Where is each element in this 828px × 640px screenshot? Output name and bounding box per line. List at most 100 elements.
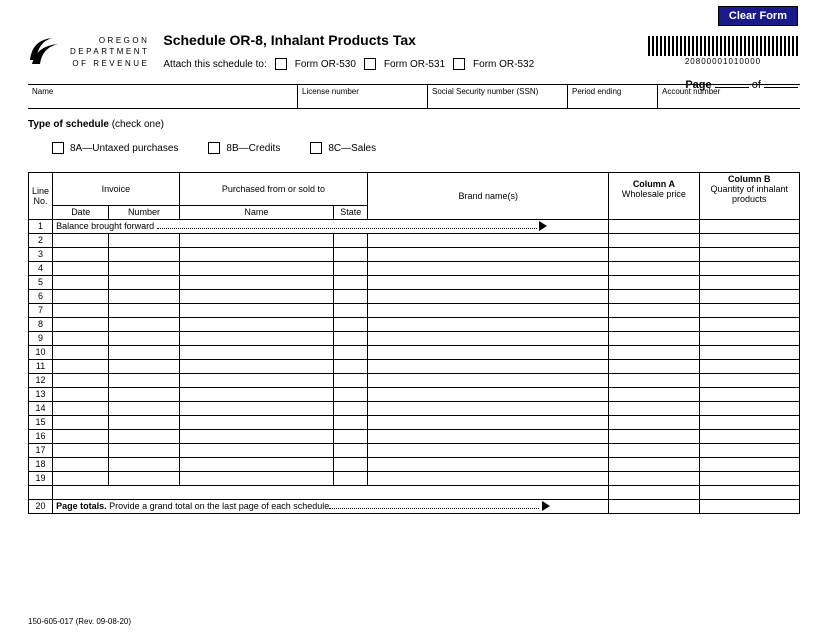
cell-colB[interactable] bbox=[699, 303, 799, 317]
cell-number[interactable] bbox=[109, 429, 179, 443]
field-license[interactable]: License number bbox=[298, 85, 428, 108]
cell-brand[interactable] bbox=[368, 429, 609, 443]
cell-number[interactable] bbox=[109, 247, 179, 261]
cell-state[interactable] bbox=[334, 345, 368, 359]
cell-date[interactable] bbox=[53, 247, 109, 261]
cell-state[interactable] bbox=[334, 359, 368, 373]
cell-brand[interactable] bbox=[368, 401, 609, 415]
cell-name[interactable] bbox=[179, 415, 334, 429]
cell-date[interactable] bbox=[53, 359, 109, 373]
cell-colA[interactable] bbox=[609, 317, 699, 331]
cell-colA[interactable] bbox=[609, 219, 699, 233]
cell-brand[interactable] bbox=[368, 471, 609, 485]
cell-number[interactable] bbox=[109, 345, 179, 359]
cell-date[interactable] bbox=[53, 373, 109, 387]
cell-brand[interactable] bbox=[368, 415, 609, 429]
cell-colB[interactable] bbox=[699, 457, 799, 471]
page-current-blank[interactable] bbox=[715, 78, 749, 88]
cell-date[interactable] bbox=[53, 387, 109, 401]
cell-name[interactable] bbox=[179, 443, 334, 457]
cell-colB[interactable] bbox=[699, 261, 799, 275]
cell-name[interactable] bbox=[179, 303, 334, 317]
cell-colA[interactable] bbox=[609, 401, 699, 415]
cell-brand[interactable] bbox=[368, 373, 609, 387]
cell-colA[interactable] bbox=[609, 331, 699, 345]
cell-name[interactable] bbox=[179, 261, 334, 275]
cell-state[interactable] bbox=[334, 247, 368, 261]
cell-number[interactable] bbox=[109, 261, 179, 275]
cell-date[interactable] bbox=[53, 457, 109, 471]
cell-colA[interactable] bbox=[609, 275, 699, 289]
cell-date[interactable] bbox=[53, 443, 109, 457]
cell-name[interactable] bbox=[179, 345, 334, 359]
checkbox-or532[interactable] bbox=[453, 58, 465, 70]
cell-date[interactable] bbox=[53, 289, 109, 303]
cell-number[interactable] bbox=[109, 373, 179, 387]
cell-state[interactable] bbox=[334, 261, 368, 275]
cell-colB[interactable] bbox=[699, 247, 799, 261]
cell-colB[interactable] bbox=[699, 471, 799, 485]
cell-state[interactable] bbox=[334, 233, 368, 247]
cell-colA[interactable] bbox=[609, 443, 699, 457]
cell-name[interactable] bbox=[179, 471, 334, 485]
cell-brand[interactable] bbox=[368, 331, 609, 345]
cell-name[interactable] bbox=[179, 429, 334, 443]
cell-colA[interactable] bbox=[609, 415, 699, 429]
cell-number[interactable] bbox=[109, 317, 179, 331]
cell-number[interactable] bbox=[109, 233, 179, 247]
field-name[interactable]: Name bbox=[28, 85, 298, 108]
cell-name[interactable] bbox=[179, 317, 334, 331]
cell-colB[interactable] bbox=[699, 289, 799, 303]
cell-colB[interactable] bbox=[699, 401, 799, 415]
cell-colA[interactable] bbox=[609, 471, 699, 485]
checkbox-8c[interactable] bbox=[310, 142, 322, 154]
cell-state[interactable] bbox=[334, 289, 368, 303]
checkbox-8a[interactable] bbox=[52, 142, 64, 154]
cell-colB[interactable] bbox=[699, 317, 799, 331]
cell-name[interactable] bbox=[179, 289, 334, 303]
cell-state[interactable] bbox=[334, 471, 368, 485]
cell-colA[interactable] bbox=[609, 303, 699, 317]
cell-colB[interactable] bbox=[699, 387, 799, 401]
cell-brand[interactable] bbox=[368, 317, 609, 331]
cell-brand[interactable] bbox=[368, 289, 609, 303]
cell-name[interactable] bbox=[179, 457, 334, 471]
cell-number[interactable] bbox=[109, 359, 179, 373]
cell-state[interactable] bbox=[334, 331, 368, 345]
cell-name[interactable] bbox=[179, 359, 334, 373]
cell-brand[interactable] bbox=[368, 275, 609, 289]
cell-state[interactable] bbox=[334, 373, 368, 387]
cell-date[interactable] bbox=[53, 345, 109, 359]
cell-brand[interactable] bbox=[368, 233, 609, 247]
cell-name[interactable] bbox=[179, 233, 334, 247]
cell-colA[interactable] bbox=[609, 429, 699, 443]
cell-name[interactable] bbox=[179, 387, 334, 401]
total-colA[interactable] bbox=[609, 499, 699, 513]
cell-colB[interactable] bbox=[699, 373, 799, 387]
cell-state[interactable] bbox=[334, 415, 368, 429]
cell-state[interactable] bbox=[334, 429, 368, 443]
cell-date[interactable] bbox=[53, 401, 109, 415]
cell-colA[interactable] bbox=[609, 373, 699, 387]
cell-number[interactable] bbox=[109, 289, 179, 303]
total-colB[interactable] bbox=[699, 499, 799, 513]
cell-brand[interactable] bbox=[368, 359, 609, 373]
cell-number[interactable] bbox=[109, 471, 179, 485]
cell-colB[interactable] bbox=[699, 331, 799, 345]
cell-colB[interactable] bbox=[699, 443, 799, 457]
cell-colA[interactable] bbox=[609, 345, 699, 359]
cell-number[interactable] bbox=[109, 387, 179, 401]
cell-number[interactable] bbox=[109, 443, 179, 457]
cell-brand[interactable] bbox=[368, 443, 609, 457]
cell-state[interactable] bbox=[334, 443, 368, 457]
cell-name[interactable] bbox=[179, 331, 334, 345]
cell-date[interactable] bbox=[53, 317, 109, 331]
cell-number[interactable] bbox=[109, 457, 179, 471]
cell-state[interactable] bbox=[334, 317, 368, 331]
cell-number[interactable] bbox=[109, 303, 179, 317]
cell-colB[interactable] bbox=[699, 345, 799, 359]
cell-number[interactable] bbox=[109, 415, 179, 429]
cell-date[interactable] bbox=[53, 415, 109, 429]
cell-date[interactable] bbox=[53, 471, 109, 485]
cell-colA[interactable] bbox=[609, 233, 699, 247]
